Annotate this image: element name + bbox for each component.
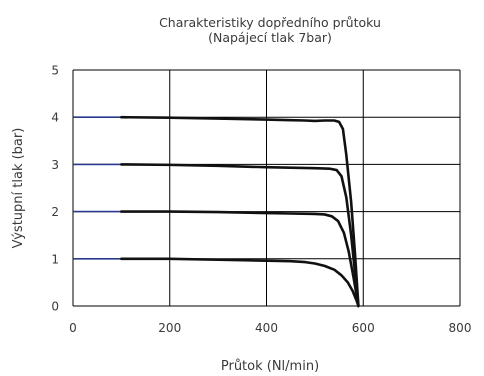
y-tick-label-1: 1 [51, 252, 59, 266]
series-group [73, 115, 360, 308]
plot-grid [72, 69, 461, 307]
y-tick-label-4: 4 [51, 111, 59, 125]
x-axis-ticks: 0 200 400 600 800 [69, 321, 471, 335]
chart-title-line-1: Charakteristiky dopředního průtoku [159, 15, 381, 30]
series-1-line [120, 115, 360, 308]
x-axis-label: Průtok (Nl/min) [221, 359, 319, 374]
x-tick-label-2: 400 [255, 321, 278, 335]
x-tick-label-0: 0 [69, 321, 77, 335]
series-2-line [120, 163, 360, 308]
y-tick-label-5: 5 [51, 64, 59, 78]
x-tick-label-4: 800 [449, 321, 472, 335]
series-3-line [120, 210, 360, 308]
chart-title-line-2: (Napájecí tlak 7bar) [208, 30, 332, 45]
y-tick-label-0: 0 [51, 300, 59, 314]
y-tick-label-2: 2 [51, 205, 59, 219]
y-axis-ticks: 0 1 2 3 4 5 [51, 64, 59, 314]
y-axis-label: Výstupní tlak (bar) [11, 128, 26, 249]
y-tick-label-3: 3 [51, 158, 59, 172]
x-tick-label-3: 600 [352, 321, 375, 335]
x-tick-label-1: 200 [158, 321, 181, 335]
series-4-line [120, 257, 360, 308]
